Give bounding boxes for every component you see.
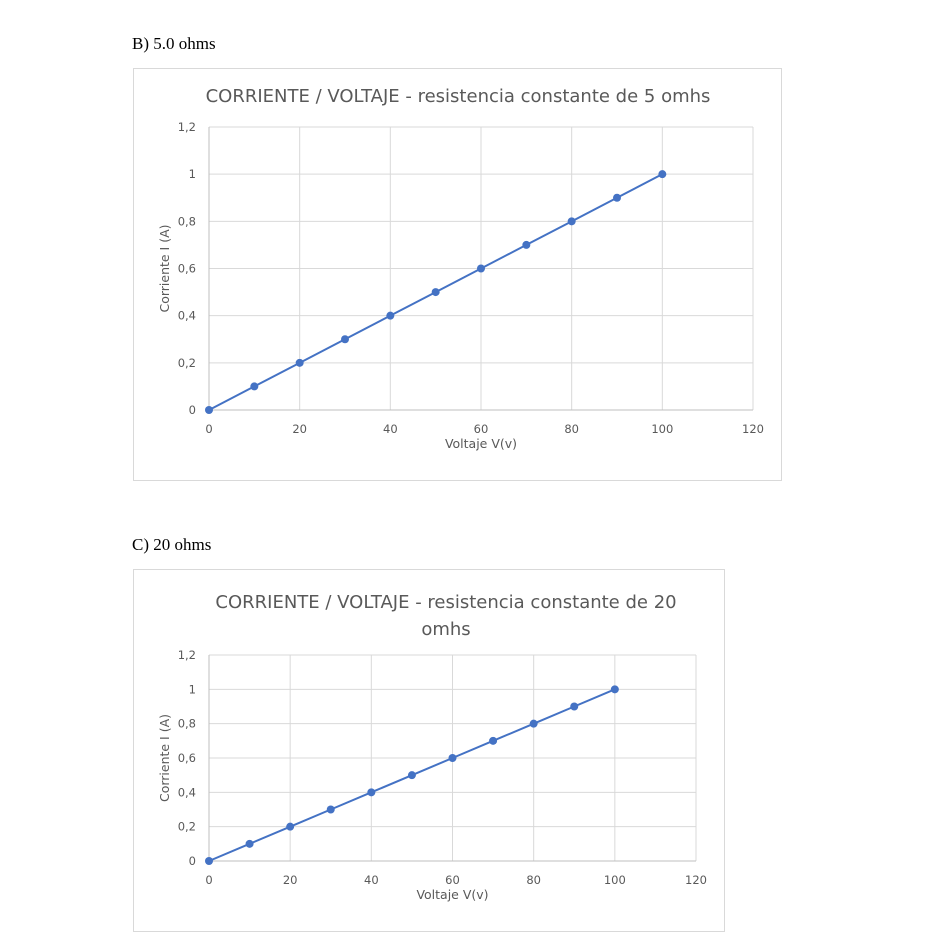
section-label-b: B) 5.0 ohms bbox=[132, 34, 216, 53]
data-point bbox=[250, 382, 259, 391]
data-point bbox=[658, 170, 667, 179]
y-tick-label: 1 bbox=[189, 167, 196, 181]
y-axis-label: Corriente I (A) bbox=[157, 714, 172, 802]
chart-title: CORRIENTE / VOLTAJE - resistencia consta… bbox=[206, 86, 711, 107]
data-point bbox=[431, 288, 440, 297]
chart-b-svg: CORRIENTE / VOLTAJE - resistencia consta… bbox=[157, 86, 764, 451]
data-point bbox=[477, 264, 485, 273]
chart-title: CORRIENTE / VOLTAJE - resistencia consta… bbox=[215, 592, 676, 613]
y-tick-label: 0,4 bbox=[178, 309, 196, 323]
data-point bbox=[386, 311, 395, 320]
data-point bbox=[245, 839, 254, 848]
x-tick-label: 60 bbox=[445, 873, 460, 887]
x-tick-label: 40 bbox=[383, 422, 398, 436]
chart-title: omhs bbox=[421, 619, 470, 640]
x-axis-label: Voltaje V(v) bbox=[445, 436, 517, 451]
y-tick-label: 0,2 bbox=[178, 356, 196, 370]
data-point bbox=[205, 857, 213, 865]
y-tick-label: 1 bbox=[189, 682, 196, 696]
chart-c-svg: CORRIENTE / VOLTAJE - resistencia consta… bbox=[157, 592, 707, 902]
data-point bbox=[341, 335, 349, 344]
data-point bbox=[205, 406, 213, 414]
y-tick-label: 0 bbox=[189, 403, 196, 417]
data-point bbox=[407, 771, 416, 780]
x-tick-label: 100 bbox=[651, 422, 673, 436]
y-tick-label: 0 bbox=[189, 854, 196, 868]
x-tick-label: 20 bbox=[283, 873, 298, 887]
x-tick-label: 60 bbox=[474, 422, 489, 436]
chart-c-frame: CORRIENTE / VOLTAJE - resistencia consta… bbox=[133, 569, 725, 932]
chart-b-frame: CORRIENTE / VOLTAJE - resistencia consta… bbox=[133, 68, 782, 481]
data-point bbox=[570, 702, 579, 711]
data-point bbox=[295, 358, 304, 367]
y-axis-label: Corriente I (A) bbox=[157, 224, 172, 312]
data-point bbox=[448, 754, 457, 762]
x-tick-label: 0 bbox=[205, 422, 212, 436]
y-tick-label: 0,4 bbox=[178, 785, 196, 799]
data-point bbox=[567, 217, 576, 226]
data-point bbox=[367, 788, 376, 797]
x-tick-label: 0 bbox=[205, 873, 212, 887]
section-label-c: C) 20 ohms bbox=[132, 535, 212, 554]
x-tick-label: 20 bbox=[292, 422, 307, 436]
y-tick-label: 1,2 bbox=[178, 648, 196, 662]
data-point bbox=[613, 193, 621, 202]
y-tick-label: 1,2 bbox=[178, 120, 196, 134]
x-tick-label: 100 bbox=[604, 873, 626, 887]
data-point bbox=[610, 685, 619, 694]
data-point bbox=[529, 719, 538, 728]
y-tick-label: 0,6 bbox=[178, 262, 196, 276]
x-tick-label: 40 bbox=[364, 873, 379, 887]
x-tick-label: 80 bbox=[526, 873, 541, 887]
x-tick-label: 80 bbox=[564, 422, 579, 436]
data-point bbox=[522, 240, 531, 249]
y-tick-label: 0,2 bbox=[178, 820, 196, 834]
data-point bbox=[326, 805, 335, 814]
x-tick-label: 120 bbox=[742, 422, 764, 436]
y-tick-label: 0,8 bbox=[178, 214, 196, 228]
y-tick-label: 0,6 bbox=[178, 751, 196, 765]
data-point bbox=[286, 822, 295, 831]
x-axis-label: Voltaje V(v) bbox=[416, 887, 488, 902]
y-tick-label: 0,8 bbox=[178, 717, 196, 731]
x-tick-label: 120 bbox=[685, 873, 707, 887]
data-point bbox=[489, 736, 498, 745]
